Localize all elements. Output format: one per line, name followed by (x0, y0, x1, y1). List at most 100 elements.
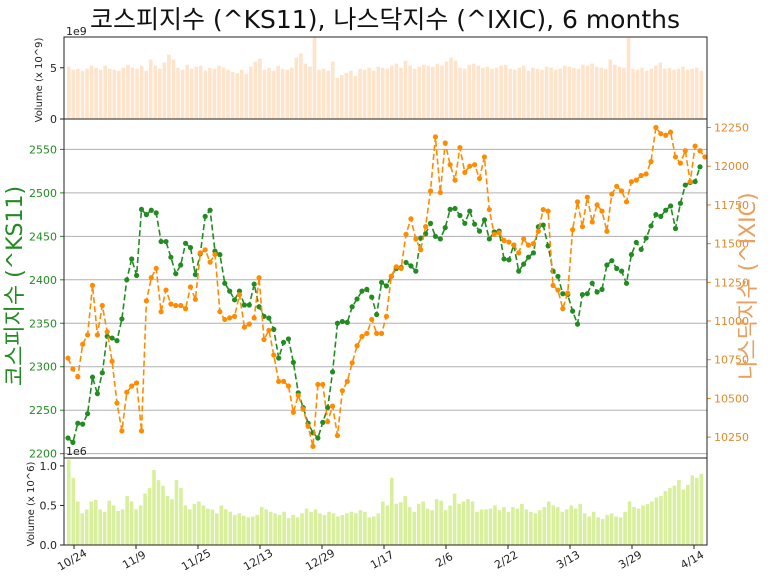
bottom-volume-bar (237, 513, 242, 545)
nasdaq-data-point (584, 194, 590, 200)
top-volume-bar (408, 65, 412, 119)
price-panel: 2200 2250 2300 2350 2400 2450 2500 2550 10250 105… (29, 118, 749, 461)
top-volume-bar (148, 59, 153, 119)
nasdaq-data-point (560, 306, 566, 312)
bottom-volume-bar (183, 505, 188, 545)
nasdaq-data-point (550, 282, 556, 289)
top-volume-bar (431, 66, 435, 119)
top-volume-bar (567, 66, 572, 119)
bottom-volume-bar (618, 517, 623, 545)
bottom-volume-bar (367, 517, 372, 545)
top-volume-bar (558, 68, 563, 119)
bottom-volume-bar (511, 507, 515, 545)
nasdaq-data-point (692, 143, 698, 149)
nasdaq-data-point (104, 329, 110, 335)
nasdaq-data-point (467, 163, 473, 169)
bottom-y-tick-label: 0.5 (40, 499, 58, 512)
kospi-data-point (280, 339, 287, 345)
bottom-volume-bar (134, 509, 138, 545)
top-volume-bar (194, 66, 199, 119)
top-volume-bar (80, 70, 85, 119)
top-volume-bar (326, 70, 330, 119)
nasdaq-data-point (129, 383, 135, 389)
nasdaq-data-point (369, 316, 375, 323)
kospi-data-point (403, 259, 409, 266)
kospi-data-point (138, 206, 145, 212)
kospi-data-point (668, 203, 674, 209)
kospi-data-point (133, 272, 140, 279)
top-volume-bar (198, 65, 203, 119)
bottom-volume-bar (89, 501, 94, 545)
top-volume-bar (681, 66, 685, 119)
top-volume-bar (167, 54, 171, 119)
kospi-data-point (329, 369, 336, 375)
bottom-volume-bar (443, 510, 448, 545)
bottom-volume-bar (421, 501, 425, 545)
nasdaq-data-point (462, 169, 468, 176)
bottom-volume-bar (452, 493, 457, 545)
kospi-data-point (658, 213, 664, 219)
top-y-tick-label: 0 (50, 113, 57, 126)
top-y-tick-label: 5 (50, 62, 57, 75)
top-volume-bar (540, 69, 544, 119)
nasdaq-data-point (427, 188, 434, 194)
left-tick-label: 2500 (29, 187, 57, 200)
bottom-volume-bar (340, 514, 345, 545)
bottom-volume-bar (416, 503, 421, 545)
left-tick-label: 2350 (29, 317, 57, 330)
left-tick-label: 2550 (29, 143, 57, 156)
top-volume-bar (531, 67, 535, 119)
kospi-axis-label: 코스피지수 (^KS11) (3, 186, 28, 386)
bottom-volume-bar (107, 500, 111, 545)
nasdaq-data-point (251, 315, 257, 321)
right-tick-label: 10750 (714, 354, 749, 367)
nasdaq-data-point (491, 231, 497, 237)
top-volume-bar (481, 67, 485, 119)
top-volume-ylabel: Volume (x 10^9) (34, 38, 45, 123)
nasdaq-data-point (393, 264, 399, 270)
top-volume-bar (471, 63, 476, 119)
nasdaq-data-point (99, 302, 105, 309)
kospi-data-point (516, 268, 522, 274)
nasdaq-data-point (452, 177, 458, 183)
bottom-volume-bar (668, 488, 672, 545)
bottom-volume-bar (457, 503, 461, 545)
kospi-data-point (129, 256, 135, 262)
kospi-data-point (70, 439, 76, 445)
bottom-volume-bar (143, 493, 147, 545)
bottom-volume-bar (179, 488, 183, 545)
bottom-volume-bar (641, 505, 645, 545)
bottom-volume-bar (461, 501, 466, 545)
nasdaq-data-point (349, 360, 355, 366)
top-volume-bar (453, 60, 458, 119)
bottom-volume-bar (80, 513, 85, 545)
kospi-data-point (476, 228, 483, 234)
bottom-volume-bar (241, 515, 246, 545)
bottom-volume-bar (255, 514, 259, 545)
nasdaq-data-point (212, 251, 218, 258)
kospi-data-point (325, 404, 331, 411)
nasdaq-axis-label: 나스닥지수 (^IXIC) (736, 192, 761, 379)
kospi-data-point (349, 304, 355, 310)
top-volume-bar (362, 69, 367, 119)
bottom-volume-bar (345, 513, 349, 545)
bottom-volume-bar (174, 480, 179, 545)
kospi-data-point (427, 220, 434, 226)
top-volume-bar (403, 60, 408, 119)
top-volume-bar (462, 68, 467, 119)
nasdaq-data-point (325, 419, 331, 425)
kospi-data-point (574, 321, 581, 327)
kospi-data-point (354, 296, 360, 302)
bottom-volume-bar (529, 511, 533, 545)
bottom-volume-bar (591, 511, 596, 545)
kospi-data-point (202, 213, 208, 219)
bottom-volume-ylabel: Volume (x 10^6) (26, 462, 37, 547)
top-volume-bar (581, 64, 585, 119)
nasdaq-data-point (403, 231, 409, 237)
x-tick-label: 12/29 (303, 546, 337, 573)
nasdaq-data-point (75, 374, 81, 380)
top-volume-bar (635, 69, 640, 119)
kospi-data-point (540, 222, 546, 228)
kospi-data-point (628, 252, 635, 258)
bottom-volume-bar (125, 495, 129, 545)
